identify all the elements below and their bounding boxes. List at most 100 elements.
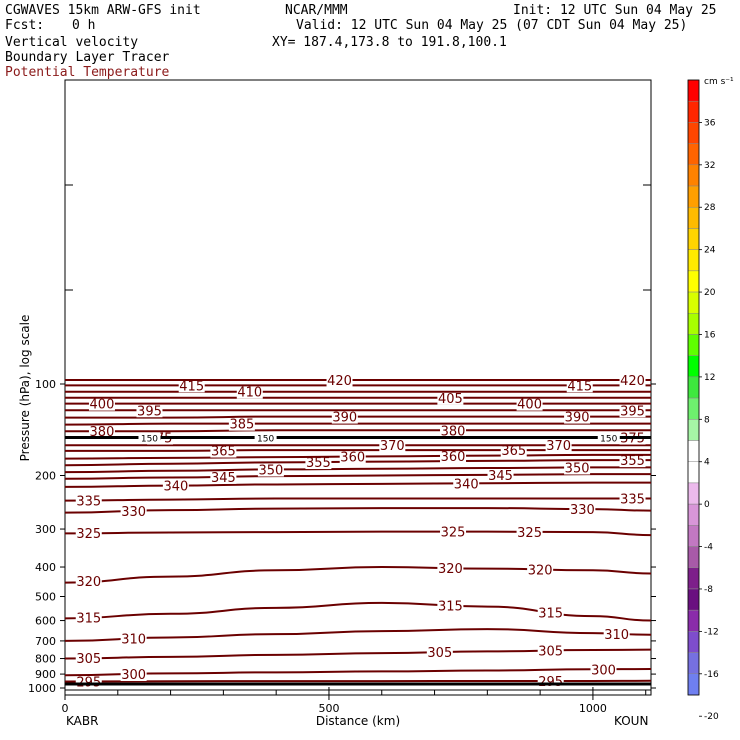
contour-label-335-0: 335 (76, 494, 101, 509)
contour-label-320-1: 320 (438, 562, 463, 577)
header-cross-section-xy: XY= 187.4,173.8 to 191.8,100.1 (272, 35, 507, 50)
contour-label-bg (75, 526, 102, 541)
contour-label-bg (569, 502, 596, 517)
contour-label-365-1: 365 (501, 444, 526, 459)
contour-theta-320 (64, 566, 652, 584)
colorbar-swatch-24 (687, 588, 700, 611)
colorbar-swatch-7 (687, 228, 700, 250)
header-center: NCAR/MMM (285, 3, 348, 18)
contour-label-415-0: 415 (179, 379, 204, 394)
contour-label-bg (88, 396, 115, 411)
contour-label-bg (236, 384, 263, 399)
contour-label-350-0: 350 (258, 464, 283, 479)
colorbar-tick-label-7: 8 (704, 415, 710, 425)
contour-label-bg (619, 491, 646, 506)
contour-label-bg (379, 438, 406, 453)
endpoint-right-label: KOUN (614, 714, 649, 728)
contour-theta-315 (64, 601, 652, 622)
tropopause-label-bg (254, 432, 277, 443)
contour-label-bg (516, 396, 543, 411)
colorbar-swatch-1 (687, 100, 700, 123)
contour-label-300-1: 300 (591, 663, 616, 678)
header-valid: Valid: 12 UTC Sun 04 May 25 (07 CDT Sun … (296, 18, 688, 33)
contour-label-bg (339, 449, 366, 464)
colorbar-tick-label-5: 16 (704, 330, 716, 340)
contour-label-325-0: 325 (76, 527, 101, 542)
contour-label-bg (75, 574, 102, 589)
contour-label-bg (619, 403, 646, 418)
header-field-boundary-layer-tracer: Boundary Layer Tracer (5, 50, 170, 65)
colorbar-tick-label-2: 28 (704, 203, 716, 213)
colorbar-tick-label-14: -20 (704, 712, 719, 722)
colorbar-swatch-2 (687, 122, 700, 144)
contour-label-bg (120, 504, 147, 519)
colorbar-swatch-23 (687, 567, 700, 590)
contour-label-360-1: 360 (441, 450, 466, 465)
contour-label-bg (120, 631, 147, 646)
colorbar-unit: cm s⁻¹ (704, 77, 734, 87)
contour-label-bg (426, 645, 453, 660)
header-field-vertical-velocity: Vertical velocity (5, 35, 139, 50)
contour-label-420-1: 420 (620, 374, 645, 389)
contour-label-bg (487, 467, 514, 482)
contour-label-bg (326, 372, 353, 387)
contour-label-315-2: 315 (538, 606, 563, 621)
contour-label-bg (619, 372, 646, 387)
header-init: Init: 12 UTC Sun 04 May 25 (513, 3, 717, 18)
contour-label-420-0: 420 (327, 374, 352, 389)
contour-label-bg (566, 378, 593, 393)
contour-label-bg (564, 409, 591, 424)
header-model: CGWAVES 15km ARW-GFS init (5, 3, 201, 18)
contour-label-bg (440, 524, 467, 539)
contour-label-380-1: 380 (441, 424, 466, 439)
contour-label-305-0: 305 (76, 652, 101, 667)
contour-label-bg (162, 478, 189, 493)
contour-label-305-1: 305 (427, 646, 452, 661)
contour-label-bg (564, 460, 591, 475)
colorbar-swatch-8 (687, 249, 700, 272)
contour-label-295-1: 295 (538, 675, 563, 690)
y-tick-label-700: 700 (35, 635, 56, 648)
colorbar-tick-label-3: 24 (704, 246, 716, 256)
y-tick-label-1000: 1000 (28, 682, 56, 695)
tropopause-label-bg (138, 432, 161, 443)
contour-label-bg (136, 403, 163, 418)
y-tick-label-100: 100 (35, 378, 56, 391)
contour-label-315-0: 315 (76, 611, 101, 626)
colorbar-frame (687, 79, 700, 696)
contour-theta-385 (64, 422, 651, 426)
colorbar-swatch-27 (687, 652, 700, 675)
contour-label-bg (210, 469, 237, 484)
y-tick-label-500: 500 (35, 590, 56, 603)
contour-label-385-0: 385 (229, 418, 254, 433)
contour-theta-310 (64, 628, 652, 642)
colorbar-swatch-13 (687, 355, 700, 378)
header-fcst-label: Fcst: (5, 18, 45, 33)
colorbar-swatch-20 (687, 503, 700, 526)
contour-label-340-1: 340 (454, 477, 479, 492)
colorbar-tick-label-10: -4 (704, 543, 713, 553)
colorbar-swatch-17 (687, 440, 700, 462)
contour-label-370-1: 370 (546, 439, 571, 454)
colorbar-swatch-16 (687, 419, 700, 441)
tropopause-label-2: 150 (600, 435, 617, 445)
contour-label-350-1: 350 (565, 461, 590, 476)
contour-label-bg (619, 453, 646, 468)
contour-label-400-0: 400 (90, 398, 115, 413)
contour-label-325-1: 325 (441, 526, 466, 541)
colorbar-swatch-12 (687, 334, 700, 356)
y-tick-label-600: 600 (35, 615, 56, 628)
contour-label-bg (590, 662, 617, 677)
contour-label-310-0: 310 (121, 633, 146, 648)
contour-label-bg (537, 605, 564, 620)
header-fcst-value: 0 h (72, 18, 96, 33)
contour-label-345-1: 345 (488, 469, 513, 484)
contour-label-320-0: 320 (76, 575, 101, 590)
contour-label-335-1: 335 (620, 492, 645, 507)
contour-label-330-0: 330 (121, 505, 146, 520)
plot-frame (64, 79, 652, 696)
contour-label-300-0: 300 (121, 668, 146, 683)
contour-label-bg (437, 561, 464, 576)
contour-label-390-1: 390 (565, 411, 590, 426)
contour-label-bg (75, 651, 102, 666)
